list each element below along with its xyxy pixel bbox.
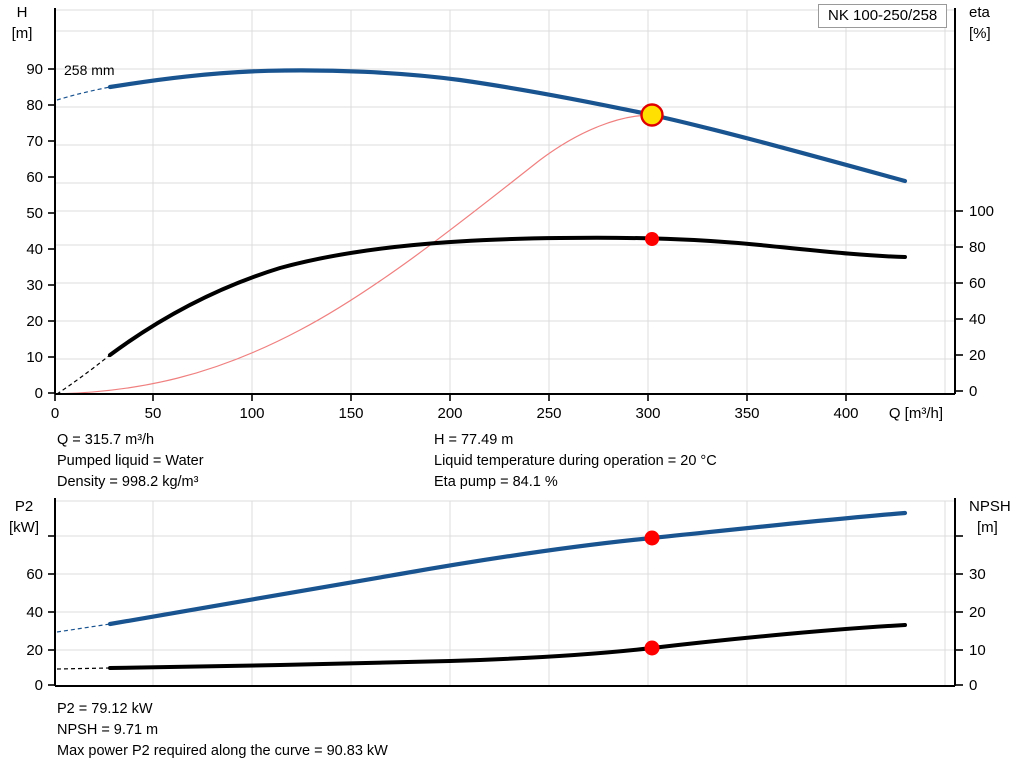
npsh-tick-10: 10 [969, 642, 986, 659]
h-tick-70: 70 [26, 133, 43, 150]
npsh-curve-dashed-extension [56, 667, 111, 670]
p2-tick-40: 40 [26, 604, 43, 621]
power-info-p2: P2 = 79.12 kW [57, 701, 153, 717]
q-tick-0: 0 [51, 405, 59, 422]
bottom-left-axis-ticks [48, 535, 55, 686]
top-chart-gridlines [55, 9, 955, 394]
q-tick-300: 300 [635, 405, 660, 422]
q-axis-title: Q [m³/h] [889, 405, 943, 422]
eta-tick-20: 20 [969, 347, 986, 364]
npsh-axis-title: NPSH [969, 498, 1011, 515]
impeller-diameter-label: 258 mm [64, 62, 115, 78]
q-tick-350: 350 [734, 405, 759, 422]
top-left-axis-labels: 90 80 70 60 50 40 30 20 10 0 [26, 61, 43, 402]
npsh-curve [108, 623, 907, 670]
power-duty-point-marker[interactable] [644, 530, 660, 546]
npsh-tick-30: 30 [969, 566, 986, 583]
power-curve [107, 510, 908, 627]
duty-info-eta: Eta pump = 84.1 % [434, 474, 558, 490]
duty-info-column-2: H = 77.49 m Liquid temperature during op… [434, 430, 717, 493]
power-info-block: P2 = 79.12 kW NPSH = 9.71 m Max power P2… [57, 699, 388, 762]
power-info-npsh: NPSH = 9.71 m [57, 722, 159, 738]
duty-info-flow: Q = 315.7 m³/h [57, 432, 155, 448]
duty-point-marker[interactable] [640, 103, 664, 127]
duty-info-head: H = 77.49 m [434, 432, 514, 448]
eta-axis-title: eta [969, 4, 991, 21]
pump-model-label: NK 100-250/258 [818, 4, 948, 28]
eta-tick-80: 80 [969, 239, 986, 256]
eta-curve [108, 235, 907, 357]
p2-axis-title: P2 [15, 498, 33, 515]
npsh-tick-0: 0 [969, 677, 977, 694]
top-left-axis-ticks [48, 68, 55, 394]
h-tick-30: 30 [26, 277, 43, 294]
q-tick-50: 50 [145, 405, 162, 422]
eta-axis-unit: [%] [969, 25, 991, 42]
h-axis-unit: [m] [12, 25, 33, 42]
top-x-axis-ticks [54, 394, 847, 401]
q-tick-250: 250 [536, 405, 561, 422]
top-chart-axes [54, 8, 956, 395]
q-tick-100: 100 [239, 405, 264, 422]
head-efficiency-chart: 90 80 70 60 50 40 30 20 10 0 H [m] 100 8… [12, 4, 994, 422]
duty-info-column-1: Q = 315.7 m³/h Pumped liquid = Water Den… [57, 430, 204, 493]
q-tick-400: 400 [833, 405, 858, 422]
eta-tick-100: 100 [969, 203, 994, 220]
system-curve [54, 114, 653, 395]
bottom-right-axis-ticks [955, 535, 963, 686]
eta-tick-40: 40 [969, 311, 986, 328]
h-tick-40: 40 [26, 241, 43, 258]
bottom-left-axis-labels: 60 40 20 0 [26, 566, 43, 694]
h-axis-title: H [17, 4, 28, 21]
h-tick-50: 50 [26, 205, 43, 222]
duty-info-density: Density = 998.2 kg/m³ [57, 474, 199, 490]
bottom-chart-axes [54, 498, 956, 687]
h-tick-90: 90 [26, 61, 43, 78]
npsh-duty-point-marker[interactable] [644, 640, 660, 656]
head-curve [107, 68, 908, 184]
power-npsh-chart: 60 40 20 0 P2 [kW] 30 20 10 0 NPSH [m] [9, 498, 1011, 694]
eta-tick-0: 0 [969, 383, 977, 400]
top-right-axis-labels: 100 80 60 40 20 0 [969, 203, 994, 400]
head-curve-dashed-extension [56, 86, 111, 101]
eta-duty-point-marker[interactable] [645, 232, 659, 246]
duty-info-liquid: Pumped liquid = Water [57, 453, 204, 469]
p2-tick-60: 60 [26, 566, 43, 583]
p2-tick-20: 20 [26, 642, 43, 659]
eta-curve-dashed-extension [56, 354, 111, 395]
top-x-axis-labels: 0 50 100 150 200 250 300 350 400 [51, 405, 859, 422]
eta-tick-60: 60 [969, 275, 986, 292]
npsh-tick-20: 20 [969, 604, 986, 621]
p2-tick-0: 0 [35, 677, 43, 694]
h-tick-60: 60 [26, 169, 43, 186]
bottom-chart-gridlines [55, 500, 955, 686]
p2-axis-unit: [kW] [9, 519, 39, 536]
power-curve-dashed-extension [56, 623, 111, 633]
power-info-max-power: Max power P2 required along the curve = … [57, 743, 388, 759]
bottom-right-axis-labels: 30 20 10 0 [969, 566, 986, 694]
h-tick-0: 0 [35, 385, 43, 402]
q-tick-150: 150 [338, 405, 363, 422]
h-tick-80: 80 [26, 97, 43, 114]
npsh-axis-unit: [m] [977, 519, 998, 536]
q-tick-200: 200 [437, 405, 462, 422]
top-right-axis-ticks [955, 210, 963, 392]
duty-info-temperature: Liquid temperature during operation = 20… [434, 453, 717, 469]
h-tick-10: 10 [26, 349, 43, 366]
h-tick-20: 20 [26, 313, 43, 330]
